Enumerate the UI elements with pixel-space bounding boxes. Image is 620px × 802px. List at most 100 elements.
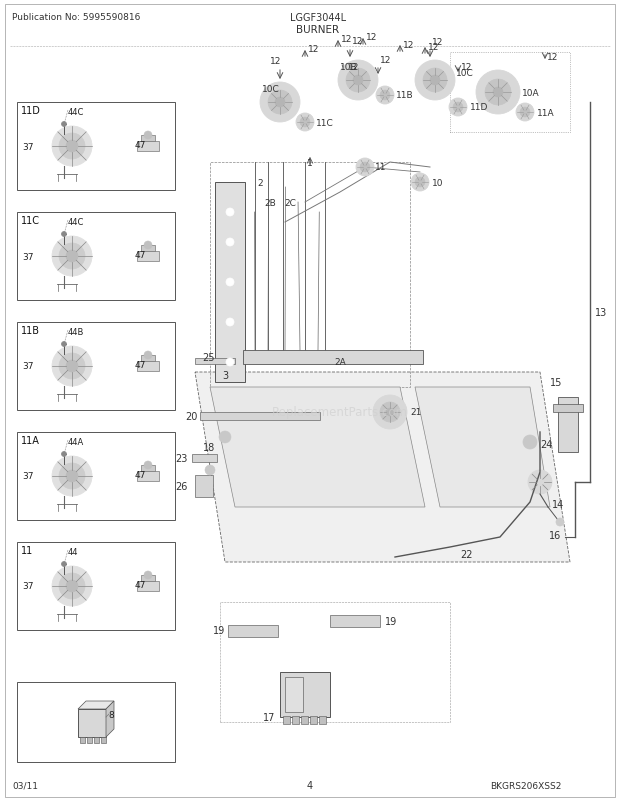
- Circle shape: [520, 107, 530, 118]
- Text: 44B: 44B: [68, 327, 84, 337]
- Text: 11D: 11D: [470, 103, 489, 112]
- Text: 10: 10: [432, 178, 443, 187]
- Text: 24: 24: [540, 439, 552, 449]
- Text: Publication No: 5995590816: Publication No: 5995590816: [12, 13, 140, 22]
- Bar: [558, 398, 578, 452]
- Text: 47: 47: [135, 471, 146, 480]
- Bar: [141, 575, 155, 581]
- Text: 12: 12: [366, 34, 378, 43]
- Circle shape: [126, 125, 170, 168]
- Circle shape: [226, 358, 234, 367]
- Text: 20: 20: [185, 411, 198, 422]
- Bar: [215, 183, 245, 383]
- Text: BURNER: BURNER: [296, 25, 340, 35]
- Text: 18: 18: [203, 443, 215, 452]
- Circle shape: [346, 69, 370, 93]
- Circle shape: [144, 461, 152, 469]
- Text: 14: 14: [552, 500, 564, 509]
- Circle shape: [144, 571, 152, 579]
- Text: 11B: 11B: [396, 91, 414, 100]
- Text: 26: 26: [175, 481, 188, 492]
- Circle shape: [516, 104, 534, 122]
- Circle shape: [61, 123, 66, 128]
- Circle shape: [66, 581, 78, 592]
- Text: 12: 12: [341, 35, 352, 44]
- Circle shape: [52, 127, 92, 167]
- Circle shape: [453, 103, 463, 113]
- Circle shape: [476, 71, 520, 115]
- Text: 23: 23: [175, 453, 188, 464]
- Text: 2A: 2A: [334, 358, 346, 367]
- Circle shape: [205, 465, 215, 476]
- Bar: [17, 213, 175, 301]
- Circle shape: [59, 573, 85, 599]
- Bar: [17, 432, 175, 520]
- Polygon shape: [195, 373, 570, 562]
- Circle shape: [386, 408, 394, 416]
- Text: 12: 12: [348, 63, 360, 72]
- Circle shape: [61, 233, 66, 237]
- Text: 11B: 11B: [21, 326, 40, 335]
- Text: 37: 37: [22, 142, 33, 152]
- Text: 12: 12: [270, 57, 281, 66]
- Bar: [87, 737, 92, 743]
- Circle shape: [66, 361, 78, 373]
- Text: 16: 16: [549, 530, 561, 541]
- Text: 11D: 11D: [21, 106, 41, 115]
- Text: 12: 12: [403, 40, 414, 50]
- Bar: [137, 362, 159, 371]
- Bar: [137, 142, 159, 152]
- Circle shape: [373, 395, 407, 429]
- Bar: [80, 737, 85, 743]
- Bar: [195, 476, 213, 497]
- Text: 11C: 11C: [21, 216, 40, 225]
- Text: 44: 44: [68, 547, 79, 557]
- Circle shape: [52, 456, 92, 496]
- Text: 10B: 10B: [340, 63, 358, 72]
- Text: 22: 22: [460, 549, 472, 559]
- Bar: [280, 672, 330, 717]
- Text: 25: 25: [203, 353, 215, 363]
- Text: 47: 47: [135, 581, 146, 589]
- Bar: [200, 412, 320, 420]
- Circle shape: [126, 455, 170, 498]
- Text: 37: 37: [22, 581, 33, 591]
- Text: 44C: 44C: [68, 107, 84, 117]
- Circle shape: [528, 471, 552, 494]
- Bar: [137, 472, 159, 481]
- Text: 17: 17: [263, 712, 275, 722]
- Text: 12: 12: [352, 37, 363, 46]
- Circle shape: [296, 114, 314, 132]
- Circle shape: [353, 76, 363, 86]
- Circle shape: [300, 118, 310, 128]
- Text: BKGRS206XSS2: BKGRS206XSS2: [490, 781, 561, 790]
- Bar: [301, 716, 308, 724]
- Bar: [285, 677, 303, 712]
- Text: 47: 47: [135, 361, 146, 370]
- Text: 12: 12: [461, 63, 472, 72]
- Text: 37: 37: [22, 362, 33, 371]
- Bar: [17, 322, 175, 411]
- Circle shape: [356, 159, 374, 176]
- Text: 2C: 2C: [284, 198, 296, 207]
- Bar: [78, 709, 106, 737]
- Circle shape: [376, 87, 394, 105]
- Circle shape: [144, 351, 152, 359]
- Circle shape: [485, 80, 511, 106]
- Bar: [450, 53, 570, 133]
- Text: 12: 12: [380, 56, 391, 65]
- Bar: [141, 245, 155, 252]
- Text: 11: 11: [375, 164, 386, 172]
- Circle shape: [59, 244, 85, 269]
- Text: 15: 15: [550, 378, 562, 387]
- Circle shape: [268, 91, 292, 115]
- Circle shape: [226, 209, 234, 217]
- Circle shape: [556, 518, 564, 526]
- Bar: [17, 103, 175, 191]
- Bar: [17, 683, 175, 762]
- Circle shape: [52, 237, 92, 277]
- Circle shape: [423, 69, 447, 93]
- Circle shape: [126, 235, 170, 278]
- Text: 12: 12: [308, 46, 319, 55]
- Polygon shape: [106, 701, 114, 737]
